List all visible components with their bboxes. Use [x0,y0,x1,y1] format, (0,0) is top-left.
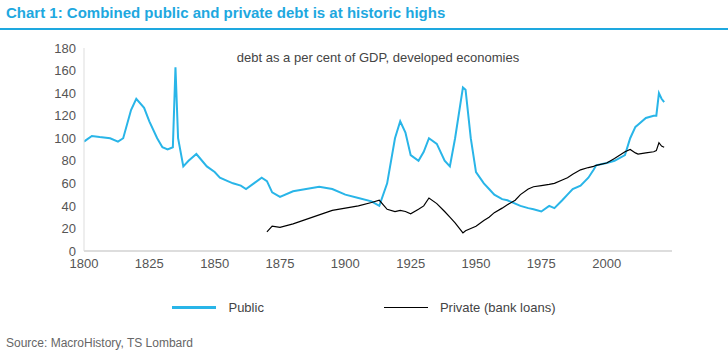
svg-text:1825: 1825 [135,256,164,271]
svg-text:1875: 1875 [266,256,295,271]
svg-text:160: 160 [54,63,76,78]
html-text:debt as a per cent of GDP, dev: debt as a per cent of GDP, developed eco… [236,50,520,65]
svg-text:80: 80 [62,153,76,168]
svg-text:1975: 1975 [527,256,556,271]
svg-text:120: 120 [54,108,76,123]
svg-text:40: 40 [62,199,76,214]
html-text:Private (bank loans): Private (bank loans) [439,300,556,315]
html-text:Chart 1: Combined public and p: Chart 1: Combined public and private deb… [6,4,446,21]
svg-text:1850: 1850 [200,256,229,271]
svg-text:20: 20 [62,221,76,236]
svg-text:0: 0 [69,244,76,259]
svg-text:1900: 1900 [331,256,360,271]
html-text:Source: MacroHistory, TS Lomba: Source: MacroHistory, TS Lombard [6,336,193,350]
svg-text:2000: 2000 [592,256,621,271]
svg-text:100: 100 [54,131,76,146]
html-text:Public: Public [228,300,264,315]
svg-text:1925: 1925 [396,256,425,271]
svg-text:1950: 1950 [462,256,491,271]
svg-text:60: 60 [62,176,76,191]
svg-text:180: 180 [54,41,76,56]
svg-text:140: 140 [54,86,76,101]
svg-text:1800: 1800 [69,256,99,272]
